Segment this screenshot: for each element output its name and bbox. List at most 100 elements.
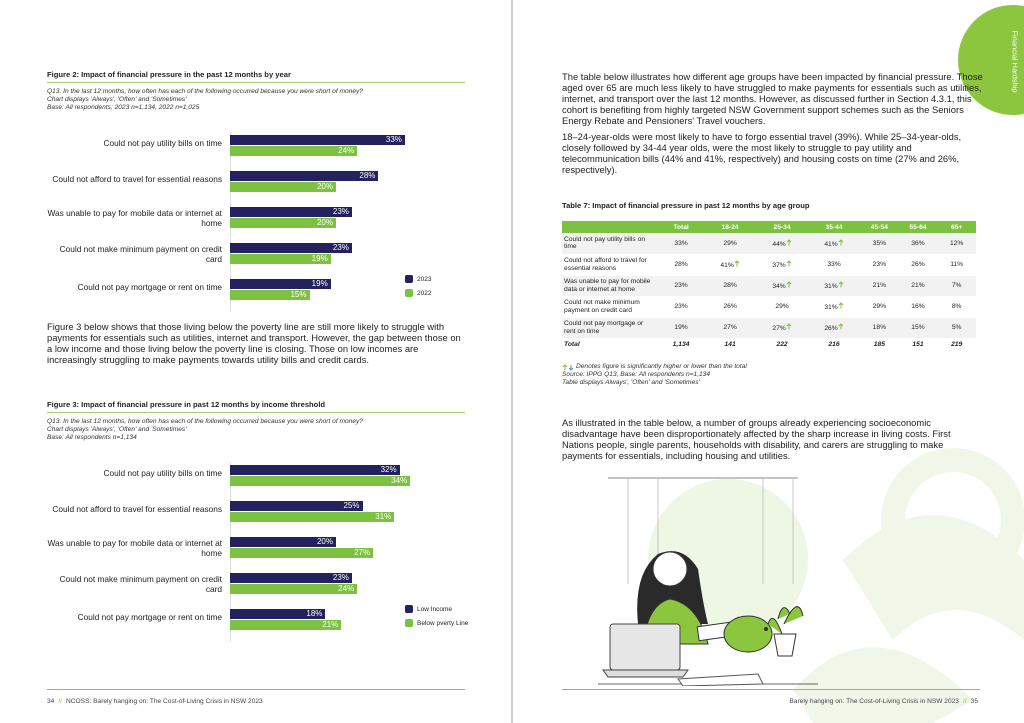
cell-text: 28% xyxy=(723,281,737,289)
cell: 16% xyxy=(898,296,938,318)
cell: 41% xyxy=(704,254,757,276)
value-label: 27% xyxy=(354,547,371,557)
row-label: Total xyxy=(562,338,658,352)
cell: 28% xyxy=(658,254,705,276)
bar xyxy=(230,583,358,594)
bar xyxy=(230,145,358,156)
cell-text: 35% xyxy=(872,239,887,247)
cell-text: 7% xyxy=(951,281,962,289)
cell: 21% xyxy=(898,275,938,297)
category-label: Could not pay mortgage or rent on time xyxy=(77,612,222,622)
cell-text: 44% xyxy=(772,240,786,248)
cell: 26% xyxy=(808,317,861,339)
sig-up-icon xyxy=(786,323,792,330)
legend-label: Low Income xyxy=(417,605,453,613)
illustration xyxy=(598,477,818,686)
row-label: Was unable to pay for mobile data or int… xyxy=(562,275,658,297)
cell: 19% xyxy=(658,317,705,339)
value-label: 34% xyxy=(391,475,408,485)
cell-text: 36% xyxy=(911,239,925,247)
cell-text: 185 xyxy=(873,340,885,348)
side-tab-label: Financial Hardship xyxy=(1010,30,1020,93)
cell-text: 15% xyxy=(911,323,925,331)
cell: 7% xyxy=(937,275,976,297)
cell-text: 12% xyxy=(949,239,964,247)
cell-text: 31% xyxy=(824,282,838,290)
sig-up-icon xyxy=(786,281,792,288)
cell-text: 141 xyxy=(724,340,736,348)
category-label: Could not make minimum payment on credit… xyxy=(59,244,222,264)
table: Total 18-24 25-34 35-44 45-54 55-64 65+ Could n… xyxy=(562,221,976,352)
sig-up-icon xyxy=(838,281,844,288)
bar xyxy=(230,207,352,217)
legend-swatch xyxy=(405,275,413,283)
rule xyxy=(47,412,465,413)
cell-text: 31% xyxy=(824,303,838,311)
cell-text: 41% xyxy=(824,240,838,248)
cell-text: 222 xyxy=(776,340,788,348)
figure-note: Chart displays 'Always', 'Often' and 'So… xyxy=(47,96,187,103)
cell: 28% xyxy=(704,275,757,297)
cell-text: 21% xyxy=(911,281,925,289)
value-label: 18% xyxy=(306,609,323,618)
separator: // xyxy=(962,698,967,705)
cell: 11% xyxy=(937,254,976,276)
table-note: Source: IPPG Q13, Base: All respondents … xyxy=(562,371,711,378)
category-label: Could not pay mortgage or rent on time xyxy=(77,282,222,292)
page-number: 35 xyxy=(970,698,978,705)
separator: // xyxy=(58,698,63,705)
bar xyxy=(230,181,336,192)
cell-text: 21% xyxy=(872,281,887,289)
cell: 1,134 xyxy=(658,338,705,352)
cell-text: 23% xyxy=(674,281,688,289)
sig-up-icon xyxy=(786,260,792,267)
footer: Barely hanging on: The Cost-of-Living Cr… xyxy=(789,698,978,705)
figure-note: Chart displays 'Always', 'Often' and 'So… xyxy=(47,426,187,433)
cell: 29% xyxy=(704,233,757,255)
row-label: Could not pay mortgage or rent on time xyxy=(562,317,658,339)
cell: 185 xyxy=(860,338,899,352)
cell: 18% xyxy=(860,317,899,339)
value-label: 24% xyxy=(338,583,355,593)
bar xyxy=(230,171,379,181)
cell: 26% xyxy=(898,254,938,276)
header-cell: 25-34 xyxy=(756,221,809,233)
legend-swatch xyxy=(405,289,413,297)
legend-label: 2022 xyxy=(417,289,432,297)
cell-text: 26% xyxy=(824,324,838,332)
header-cell: 35-44 xyxy=(808,221,861,233)
cell-text: 151 xyxy=(912,340,924,348)
cell-text: 23% xyxy=(872,260,887,268)
sig-icons xyxy=(562,363,574,371)
cell: 34% xyxy=(756,275,809,297)
sig-up-icon xyxy=(786,238,792,245)
cell: 5% xyxy=(937,317,976,339)
cell: 37% xyxy=(756,254,809,276)
bar xyxy=(230,279,331,289)
cell: 151 xyxy=(898,338,938,352)
rule xyxy=(47,82,465,83)
row-label: Could not make minimum payment on credit… xyxy=(562,296,658,318)
cell-text: 5% xyxy=(951,323,962,331)
table-title: Table 7: Impact of financial pressure in… xyxy=(562,201,810,210)
cell-text: 27% xyxy=(723,323,737,331)
paragraph: 18–24-year-olds were most likely to have… xyxy=(562,131,962,175)
row-label: Could not afford to travel for essential… xyxy=(562,254,658,276)
paragraph: Figure 3 below shows that those living b… xyxy=(47,321,461,365)
sig-up-icon xyxy=(838,238,844,245)
bar xyxy=(230,243,352,253)
figure-note: Q13. In the last 12 months, how often ha… xyxy=(47,418,363,425)
footer-rule xyxy=(47,689,465,690)
cell-text: 34% xyxy=(772,282,786,290)
value-label: 24% xyxy=(338,145,355,155)
cell: 141 xyxy=(704,338,757,352)
category-label: Could not make minimum payment on credit… xyxy=(59,574,222,594)
category-label: Was unable to pay for mobile data or int… xyxy=(47,208,223,228)
cell-text: 26% xyxy=(723,302,737,310)
value-label: 20% xyxy=(316,217,333,227)
cell-text: 27% xyxy=(772,324,786,332)
cell: 35% xyxy=(860,233,899,255)
cell: 23% xyxy=(658,296,705,318)
figure-title: Figure 3: Impact of financial pressure i… xyxy=(47,400,326,409)
cell: 31% xyxy=(808,296,861,318)
